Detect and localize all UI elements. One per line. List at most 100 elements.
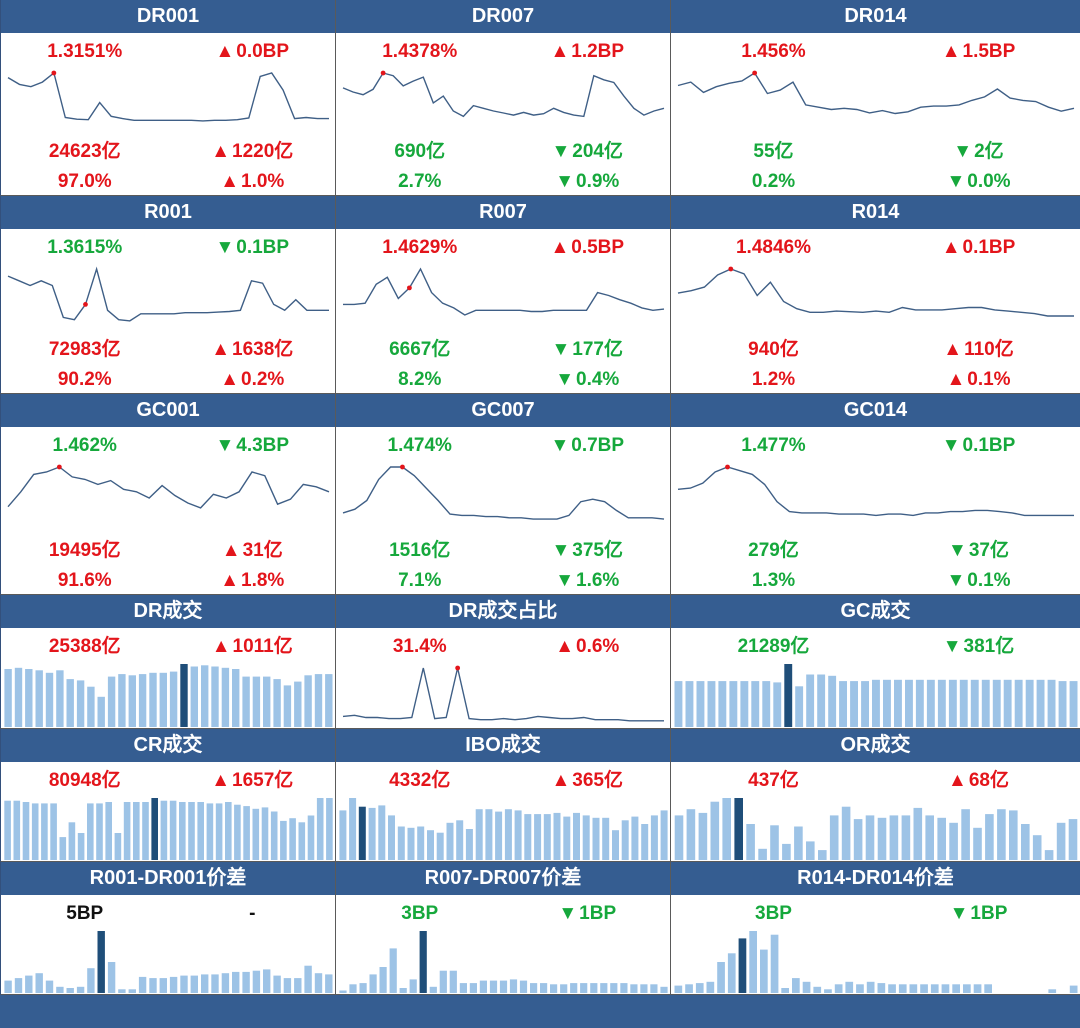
bar xyxy=(997,809,1006,860)
panel-title: GC014 xyxy=(671,394,1080,427)
up-triangle-icon: ▲ xyxy=(946,369,966,390)
chart-r001-dr001 xyxy=(4,931,333,993)
chart-dr001 xyxy=(7,70,329,122)
peak-marker xyxy=(455,665,461,671)
bar xyxy=(530,983,538,993)
up-triangle-icon: ▲ xyxy=(211,770,231,791)
up-triangle-icon: ▲ xyxy=(211,339,231,360)
bar xyxy=(630,984,638,993)
value-text: 24623亿 xyxy=(48,141,121,162)
bar xyxy=(729,681,738,727)
bar xyxy=(695,983,704,993)
bar xyxy=(87,803,94,860)
value-text: 31亿 xyxy=(242,540,283,561)
bar xyxy=(794,826,803,860)
panel-r007-4: R007 1.4629% ▲ 0.5BP 6667亿 ▼ 177亿 8.2% ▼ 0.4% xyxy=(335,196,670,394)
bar xyxy=(834,984,843,993)
value-text: 1.3151% xyxy=(47,41,123,62)
bar xyxy=(685,681,694,727)
bar xyxy=(283,685,292,727)
bar xyxy=(325,974,333,993)
panel-title: OR成交 xyxy=(671,729,1080,762)
bar xyxy=(845,981,854,993)
bar xyxy=(252,970,261,993)
bar xyxy=(1058,681,1067,727)
bar xyxy=(877,817,887,860)
chart-gc xyxy=(674,664,1078,727)
bar xyxy=(813,986,822,993)
down-triangle-icon: ▼ xyxy=(941,435,961,456)
bar xyxy=(280,820,287,860)
value-text: 1.3% xyxy=(751,570,796,591)
bar xyxy=(920,984,928,993)
bar xyxy=(263,676,271,727)
bar xyxy=(889,815,899,860)
value-main-row3: 8.2% xyxy=(336,369,504,391)
value-change-row1: ▲ 0.0BP xyxy=(169,41,336,63)
panel-title: DR007 xyxy=(336,0,670,33)
bar xyxy=(841,806,851,860)
value-text: 7.1% xyxy=(398,570,442,591)
chart-r014 xyxy=(677,266,1074,317)
bar xyxy=(746,824,755,860)
value-text: 2亿 xyxy=(974,141,1004,162)
chart-gc014 xyxy=(677,464,1074,517)
up-triangle-icon: ▲ xyxy=(211,141,231,162)
value-main-row1: 1.4378% xyxy=(336,41,504,63)
bar xyxy=(368,807,376,860)
bar xyxy=(96,803,103,860)
value-main-row2: 6667亿 xyxy=(336,339,504,361)
value-text: 0.4% xyxy=(576,369,620,390)
bar xyxy=(169,671,178,727)
bar xyxy=(211,666,219,727)
bar xyxy=(865,815,875,860)
bar xyxy=(948,679,957,727)
bar xyxy=(1036,679,1045,727)
bar xyxy=(758,848,767,860)
bar xyxy=(128,989,136,993)
bar xyxy=(242,971,250,993)
bar xyxy=(399,988,407,993)
bar xyxy=(913,807,923,860)
bar xyxy=(449,970,457,993)
bar xyxy=(87,686,95,727)
up-triangle-icon: ▲ xyxy=(555,636,574,657)
up-triangle-icon: ▲ xyxy=(215,41,235,62)
value-main-row1: 3BP xyxy=(336,903,504,925)
value-change-row2: ▲ 1220亿 xyxy=(169,141,336,163)
bar xyxy=(509,979,518,993)
bar xyxy=(773,682,782,727)
bar xyxy=(232,971,240,993)
down-triangle-icon: ▼ xyxy=(953,141,973,162)
down-triangle-icon: ▼ xyxy=(949,903,969,924)
value-main-row1: 1.456% xyxy=(671,41,876,63)
bar xyxy=(14,978,23,993)
value-text: 1638亿 xyxy=(232,339,294,360)
value-text: 1.456% xyxy=(741,41,806,62)
value-text: 1.6% xyxy=(576,570,620,591)
bar xyxy=(839,681,847,727)
value-text: 1.474% xyxy=(387,435,452,456)
down-triangle-icon: ▼ xyxy=(555,369,574,390)
value-main-row1: 25388亿 xyxy=(1,636,169,658)
value-main-row1: 1.3615% xyxy=(1,237,169,259)
bar xyxy=(479,980,487,993)
bar xyxy=(861,681,869,727)
chart-dr007 xyxy=(342,70,665,118)
bar xyxy=(369,974,377,993)
bar xyxy=(389,948,397,993)
bar xyxy=(66,679,74,727)
series-line xyxy=(7,266,329,322)
bar xyxy=(14,667,23,727)
bar-current xyxy=(784,664,793,727)
bar xyxy=(640,984,648,993)
bar xyxy=(417,826,425,860)
value-change-row2: ▼ 375亿 xyxy=(504,540,671,562)
down-triangle-icon: ▼ xyxy=(551,141,571,162)
bar xyxy=(489,980,498,993)
bar xyxy=(149,978,157,993)
bar xyxy=(650,815,658,860)
bar xyxy=(190,666,198,727)
value-text: 1220亿 xyxy=(232,141,294,162)
value-main-row2: 19495亿 xyxy=(1,540,169,562)
